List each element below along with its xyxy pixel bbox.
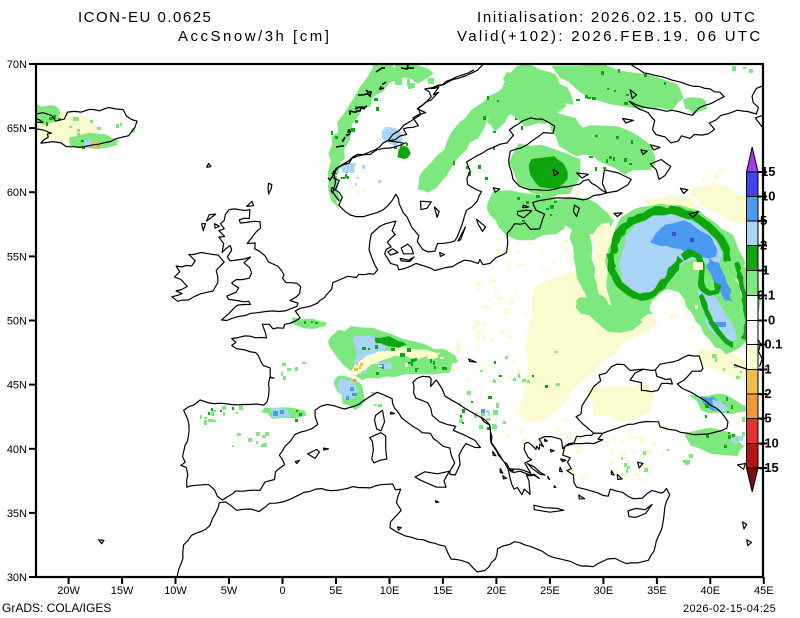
svg-text:-2: -2 xyxy=(760,386,772,401)
svg-text:-1: -1 xyxy=(760,362,772,377)
svg-text:55N: 55N xyxy=(7,251,27,263)
svg-text:-5: -5 xyxy=(760,411,772,426)
svg-text:25E: 25E xyxy=(540,585,560,597)
svg-text:20W: 20W xyxy=(57,585,80,597)
svg-text:70N: 70N xyxy=(7,59,27,71)
svg-text:15W: 15W xyxy=(111,585,134,597)
svg-text:45N: 45N xyxy=(7,380,27,392)
svg-text:5: 5 xyxy=(760,213,767,228)
svg-text:-0.1: -0.1 xyxy=(760,337,782,352)
svg-text:2026-02-15-04:25: 2026-02-15-04:25 xyxy=(683,603,776,615)
svg-text:0: 0 xyxy=(279,585,285,597)
svg-text:10: 10 xyxy=(761,189,775,204)
svg-text:35N: 35N xyxy=(7,508,27,520)
svg-text:2: 2 xyxy=(760,238,767,253)
svg-text:15E: 15E xyxy=(433,585,453,597)
svg-text:60N: 60N xyxy=(7,187,27,199)
svg-text:AccSnow/3h [cm]: AccSnow/3h [cm] xyxy=(178,28,331,45)
svg-text:35E: 35E xyxy=(647,585,667,597)
svg-text:-15: -15 xyxy=(760,460,779,475)
svg-text:50N: 50N xyxy=(7,316,27,328)
svg-text:-10: -10 xyxy=(760,436,779,451)
svg-text:20E: 20E xyxy=(487,585,507,597)
svg-text:Initialisation: 2026.02.15. 00: Initialisation: 2026.02.15. 00 UTC xyxy=(477,9,757,26)
svg-text:10E: 10E xyxy=(380,585,400,597)
svg-text:40N: 40N xyxy=(7,444,27,456)
svg-text:5W: 5W xyxy=(221,585,238,597)
svg-text:0.1: 0.1 xyxy=(757,288,775,303)
svg-text:1: 1 xyxy=(762,263,769,278)
svg-text:10W: 10W xyxy=(164,585,187,597)
svg-text:65N: 65N xyxy=(7,123,27,135)
svg-text:30E: 30E xyxy=(594,585,614,597)
svg-text:GrADS: COLA/IGES: GrADS: COLA/IGES xyxy=(2,601,111,615)
svg-text:ICON-EU 0.0625: ICON-EU 0.0625 xyxy=(78,9,212,26)
svg-text:45E: 45E xyxy=(754,585,774,597)
svg-text:0: 0 xyxy=(768,313,775,328)
svg-text:Valid(+102): 2026.FEB.19. 06 U: Valid(+102): 2026.FEB.19. 06 UTC xyxy=(457,28,763,45)
svg-text:15: 15 xyxy=(761,164,775,179)
svg-text:5E: 5E xyxy=(329,585,342,597)
svg-text:30N: 30N xyxy=(7,572,27,584)
svg-text:40E: 40E xyxy=(701,585,721,597)
